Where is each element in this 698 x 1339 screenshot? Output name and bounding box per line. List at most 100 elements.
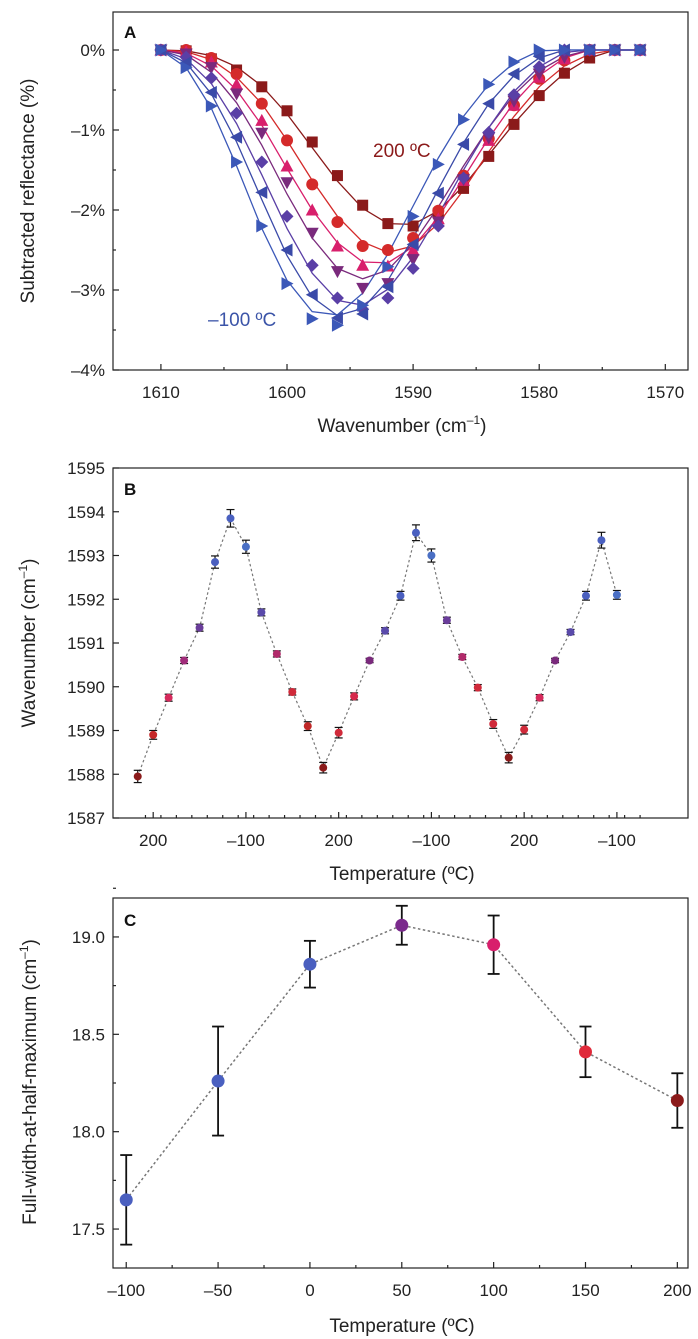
panel-c-y-axis-label-sup: –1	[17, 945, 31, 959]
panel-a-y-tick-label: 0%	[80, 41, 105, 60]
panel-b-y-tick-label: 1592	[67, 590, 105, 609]
panel-b-data-point	[241, 542, 250, 551]
panel-a-data-point	[406, 254, 420, 267]
panel-a-data-point	[381, 244, 394, 256]
panel-a-data-point	[331, 170, 343, 182]
panel-b-y-tick-label: 1593	[67, 547, 105, 566]
panel-a-y-tick-label: –3%	[71, 281, 105, 300]
panel-a-data-point	[508, 55, 521, 69]
panel-a-data-point	[609, 43, 622, 57]
panel-b-y-tick-label: 1589	[67, 722, 105, 741]
panel-a-y-tick-label: –2%	[71, 201, 105, 220]
panel-a-y-tick-label: –4%	[71, 361, 105, 380]
panel-a-data-point	[230, 77, 244, 90]
panel-a-data-point	[458, 182, 470, 194]
panel-b-label: B	[124, 480, 136, 499]
panel-a-data-point	[356, 240, 369, 252]
panel-a-x-axis-label-sup: –1	[467, 413, 481, 427]
panel-a-data-point	[155, 43, 168, 57]
panel-c-data-point	[119, 1193, 133, 1207]
panel-a-data-point	[406, 243, 420, 256]
panel-a-data-point	[330, 311, 343, 325]
panel-a-x-axis-label-main: Wavenumber (cm	[318, 416, 467, 437]
panel-b-data-point	[612, 590, 621, 599]
panel-b-ticks: 1587 1588 1589 1590 1591 1592 1593 1594 1595 200 –…	[67, 459, 641, 850]
panel-a-plot-frame	[112, 11, 689, 371]
panel-b-data-point	[133, 772, 142, 781]
panel-c-x-tick-label: 0	[305, 1281, 314, 1300]
panel-a-data-point	[482, 125, 496, 139]
panel-a-data-point	[330, 266, 344, 279]
panel-a-data-point	[306, 178, 319, 191]
panel-a-data-point	[558, 43, 571, 57]
panel-a-data-point	[204, 62, 218, 75]
panel-b-data-point	[442, 616, 451, 625]
panel-b-y-tick-label: 1588	[67, 765, 105, 784]
panel-b-dotted-line	[137, 516, 618, 777]
panel-a-data-point	[533, 43, 546, 57]
panel-a-data-point	[281, 277, 294, 291]
panel-a-x-tick-label: 1580	[520, 383, 558, 402]
panel-c-plot-frame	[112, 897, 689, 1269]
panel-a-data-point	[280, 159, 294, 172]
panel-c-ticks: –100 –50 0 50 100 150 200 17.5 18.0 18.5 19.0	[72, 887, 692, 1300]
panel-a-y-axis-label: Subtracted reflectance (%)	[18, 79, 39, 304]
panel-a-data-point	[230, 68, 243, 80]
panel-a-data-point	[558, 67, 570, 79]
panel-a-data-point	[204, 85, 217, 99]
panel-a-data-point	[180, 61, 193, 75]
panel-b-data-point	[226, 514, 235, 523]
panel-a-data-point	[205, 99, 218, 113]
panel-b-data-point	[381, 626, 390, 635]
panel-a-data-point	[255, 127, 269, 140]
panel-c-x-tick-label: 50	[392, 1281, 411, 1300]
panel-a-data-point	[457, 137, 470, 151]
panel-b-y-tick-label: 1591	[67, 634, 105, 653]
panel-b-data-point	[257, 608, 266, 617]
panel-a-data-point	[458, 113, 471, 127]
panel-a-data-point	[306, 312, 319, 326]
panel-a-data-point	[305, 227, 319, 240]
panel-c-y-axis-label-end: )	[20, 939, 41, 945]
panel-a-data-point	[483, 150, 495, 162]
panel-b-x-tick-label: 200	[324, 831, 352, 850]
panel-a-x-axis-label: Wavenumber (cm–1)	[318, 413, 487, 437]
panel-a-y-tick-label: –1%	[71, 121, 105, 140]
panel-a-label: A	[124, 23, 136, 42]
panel-a-x-tick-label: 1600	[268, 383, 306, 402]
panel-a-data-point	[584, 43, 597, 57]
panel-c-data-point	[395, 918, 409, 932]
panel-b-data-point	[319, 763, 328, 772]
panel-a-data-point	[507, 88, 521, 102]
panel-c-dotted-line	[125, 924, 678, 1201]
panel-a-data-point	[255, 185, 268, 199]
panel-a-data-point	[356, 258, 370, 271]
panel-b-data-point	[195, 623, 204, 632]
panel-c: C Full-width-at-half-maximum (cm–1) Temp…	[17, 887, 692, 1337]
panel-b: B Wavenumber (cm–1) Temperature (ºC) 158…	[16, 459, 689, 885]
panel-b-data-point	[303, 722, 312, 731]
panel-b-y-axis-label-sup: –1	[16, 565, 30, 579]
panel-c-x-tick-label: 200	[663, 1281, 691, 1300]
panel-a-data-point	[507, 95, 521, 108]
panel-b-y-tick-label: 1587	[67, 809, 105, 828]
panel-b-data-point	[350, 692, 359, 701]
panel-a: A Subtracted reflectance (%) Wavenumber …	[18, 11, 689, 437]
panel-a-data-point	[406, 261, 420, 275]
panel-b-data-point	[411, 528, 420, 537]
panel-a-data-point	[256, 81, 268, 93]
panel-c-y-tick-label: 19.0	[72, 928, 105, 947]
panel-a-data-point	[306, 136, 318, 148]
panel-b-y-axis-label: Wavenumber (cm–1)	[16, 559, 40, 728]
panel-a-data-point	[305, 203, 319, 216]
panel-c-data-point	[670, 1094, 684, 1108]
panel-a-data-point	[356, 282, 370, 295]
panel-b-x-tick-label: –100	[598, 831, 636, 850]
panel-a-data-point	[330, 239, 344, 252]
panel-a-data-point	[381, 291, 395, 305]
panel-b-data-point	[535, 693, 544, 702]
panel-b-data-point	[427, 551, 436, 560]
panel-a-data-point	[532, 60, 546, 74]
panel-a-ticks: 1610 1600 1590 1580 1570 0% –1% –2% –3% –4%	[71, 41, 684, 402]
